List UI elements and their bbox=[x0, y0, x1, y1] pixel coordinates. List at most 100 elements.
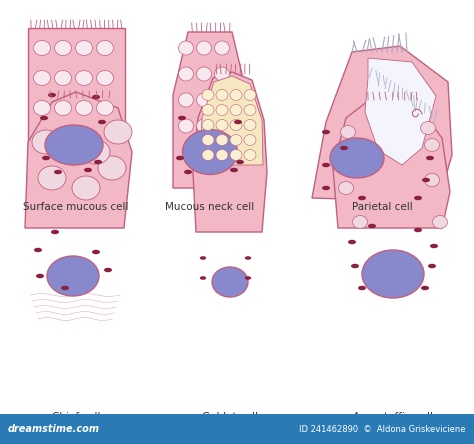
Text: Mucous neck cell: Mucous neck cell bbox=[165, 202, 255, 212]
Polygon shape bbox=[173, 32, 247, 188]
Ellipse shape bbox=[230, 90, 242, 100]
Ellipse shape bbox=[98, 120, 106, 124]
Ellipse shape bbox=[179, 41, 193, 55]
Ellipse shape bbox=[104, 120, 132, 144]
Ellipse shape bbox=[215, 67, 229, 81]
Ellipse shape bbox=[244, 119, 256, 131]
Ellipse shape bbox=[92, 95, 100, 99]
Ellipse shape bbox=[420, 122, 436, 135]
Polygon shape bbox=[28, 28, 125, 188]
Text: Argentaffin cell: Argentaffin cell bbox=[353, 412, 433, 422]
Ellipse shape bbox=[176, 156, 184, 160]
Ellipse shape bbox=[421, 286, 429, 290]
Ellipse shape bbox=[47, 256, 99, 296]
Ellipse shape bbox=[244, 104, 256, 115]
Ellipse shape bbox=[55, 71, 72, 86]
Ellipse shape bbox=[179, 93, 193, 107]
Ellipse shape bbox=[75, 71, 92, 86]
Text: Goblet cell: Goblet cell bbox=[202, 412, 258, 422]
Ellipse shape bbox=[98, 156, 126, 180]
Ellipse shape bbox=[245, 276, 251, 280]
Ellipse shape bbox=[425, 139, 439, 151]
Ellipse shape bbox=[358, 196, 366, 200]
Ellipse shape bbox=[72, 176, 100, 200]
Ellipse shape bbox=[215, 93, 229, 107]
Ellipse shape bbox=[45, 125, 103, 165]
Ellipse shape bbox=[34, 40, 51, 56]
Ellipse shape bbox=[36, 274, 44, 278]
Ellipse shape bbox=[84, 168, 92, 172]
Ellipse shape bbox=[230, 104, 242, 115]
Text: ID 241462890  ©  Aldona Griskeviciene: ID 241462890 © Aldona Griskeviciene bbox=[300, 424, 466, 433]
Ellipse shape bbox=[200, 256, 206, 260]
Ellipse shape bbox=[322, 130, 330, 134]
Ellipse shape bbox=[244, 150, 256, 160]
Ellipse shape bbox=[414, 196, 422, 200]
Ellipse shape bbox=[197, 119, 211, 133]
Ellipse shape bbox=[75, 100, 92, 115]
Ellipse shape bbox=[97, 40, 113, 56]
Ellipse shape bbox=[202, 135, 214, 146]
Ellipse shape bbox=[178, 116, 186, 120]
Ellipse shape bbox=[216, 119, 228, 131]
Ellipse shape bbox=[428, 264, 436, 268]
FancyBboxPatch shape bbox=[0, 414, 474, 444]
Ellipse shape bbox=[215, 119, 229, 133]
Ellipse shape bbox=[216, 90, 228, 100]
Ellipse shape bbox=[430, 244, 438, 248]
Ellipse shape bbox=[322, 163, 330, 167]
Text: Chief cell: Chief cell bbox=[52, 412, 100, 422]
Ellipse shape bbox=[38, 166, 66, 190]
Text: Surface mucous cell: Surface mucous cell bbox=[23, 202, 129, 212]
Ellipse shape bbox=[55, 40, 72, 56]
Ellipse shape bbox=[216, 135, 228, 146]
Ellipse shape bbox=[184, 170, 192, 174]
Ellipse shape bbox=[362, 250, 424, 298]
Ellipse shape bbox=[212, 267, 248, 297]
Ellipse shape bbox=[230, 168, 238, 172]
Ellipse shape bbox=[202, 104, 214, 115]
Ellipse shape bbox=[358, 286, 366, 290]
Ellipse shape bbox=[216, 150, 228, 160]
Ellipse shape bbox=[82, 140, 110, 164]
Ellipse shape bbox=[92, 250, 100, 254]
Ellipse shape bbox=[94, 160, 102, 164]
Ellipse shape bbox=[179, 119, 193, 133]
Ellipse shape bbox=[34, 71, 51, 86]
Ellipse shape bbox=[230, 150, 242, 160]
Ellipse shape bbox=[34, 248, 42, 252]
Ellipse shape bbox=[425, 174, 439, 186]
Ellipse shape bbox=[61, 286, 69, 290]
Ellipse shape bbox=[54, 170, 62, 174]
Ellipse shape bbox=[97, 100, 113, 115]
Ellipse shape bbox=[202, 150, 214, 160]
Text: dreamstime.com: dreamstime.com bbox=[8, 424, 100, 434]
Ellipse shape bbox=[197, 67, 211, 81]
Polygon shape bbox=[333, 98, 450, 228]
Ellipse shape bbox=[236, 160, 244, 164]
Ellipse shape bbox=[330, 138, 384, 178]
Ellipse shape bbox=[200, 276, 206, 280]
Ellipse shape bbox=[75, 40, 92, 56]
Ellipse shape bbox=[353, 215, 367, 229]
Ellipse shape bbox=[426, 156, 434, 160]
Text: Parietal cell: Parietal cell bbox=[352, 202, 412, 212]
Ellipse shape bbox=[244, 90, 256, 100]
Ellipse shape bbox=[414, 228, 422, 232]
Ellipse shape bbox=[338, 182, 354, 194]
Ellipse shape bbox=[42, 156, 50, 160]
Ellipse shape bbox=[34, 100, 51, 115]
Ellipse shape bbox=[230, 119, 242, 131]
Ellipse shape bbox=[55, 100, 72, 115]
Ellipse shape bbox=[104, 268, 112, 272]
Ellipse shape bbox=[51, 230, 59, 234]
Ellipse shape bbox=[97, 71, 113, 86]
Ellipse shape bbox=[202, 90, 214, 100]
Polygon shape bbox=[25, 92, 132, 228]
Ellipse shape bbox=[202, 119, 214, 131]
Ellipse shape bbox=[340, 126, 356, 139]
Polygon shape bbox=[200, 76, 263, 165]
Polygon shape bbox=[365, 58, 436, 165]
Ellipse shape bbox=[340, 146, 348, 150]
Ellipse shape bbox=[215, 41, 229, 55]
